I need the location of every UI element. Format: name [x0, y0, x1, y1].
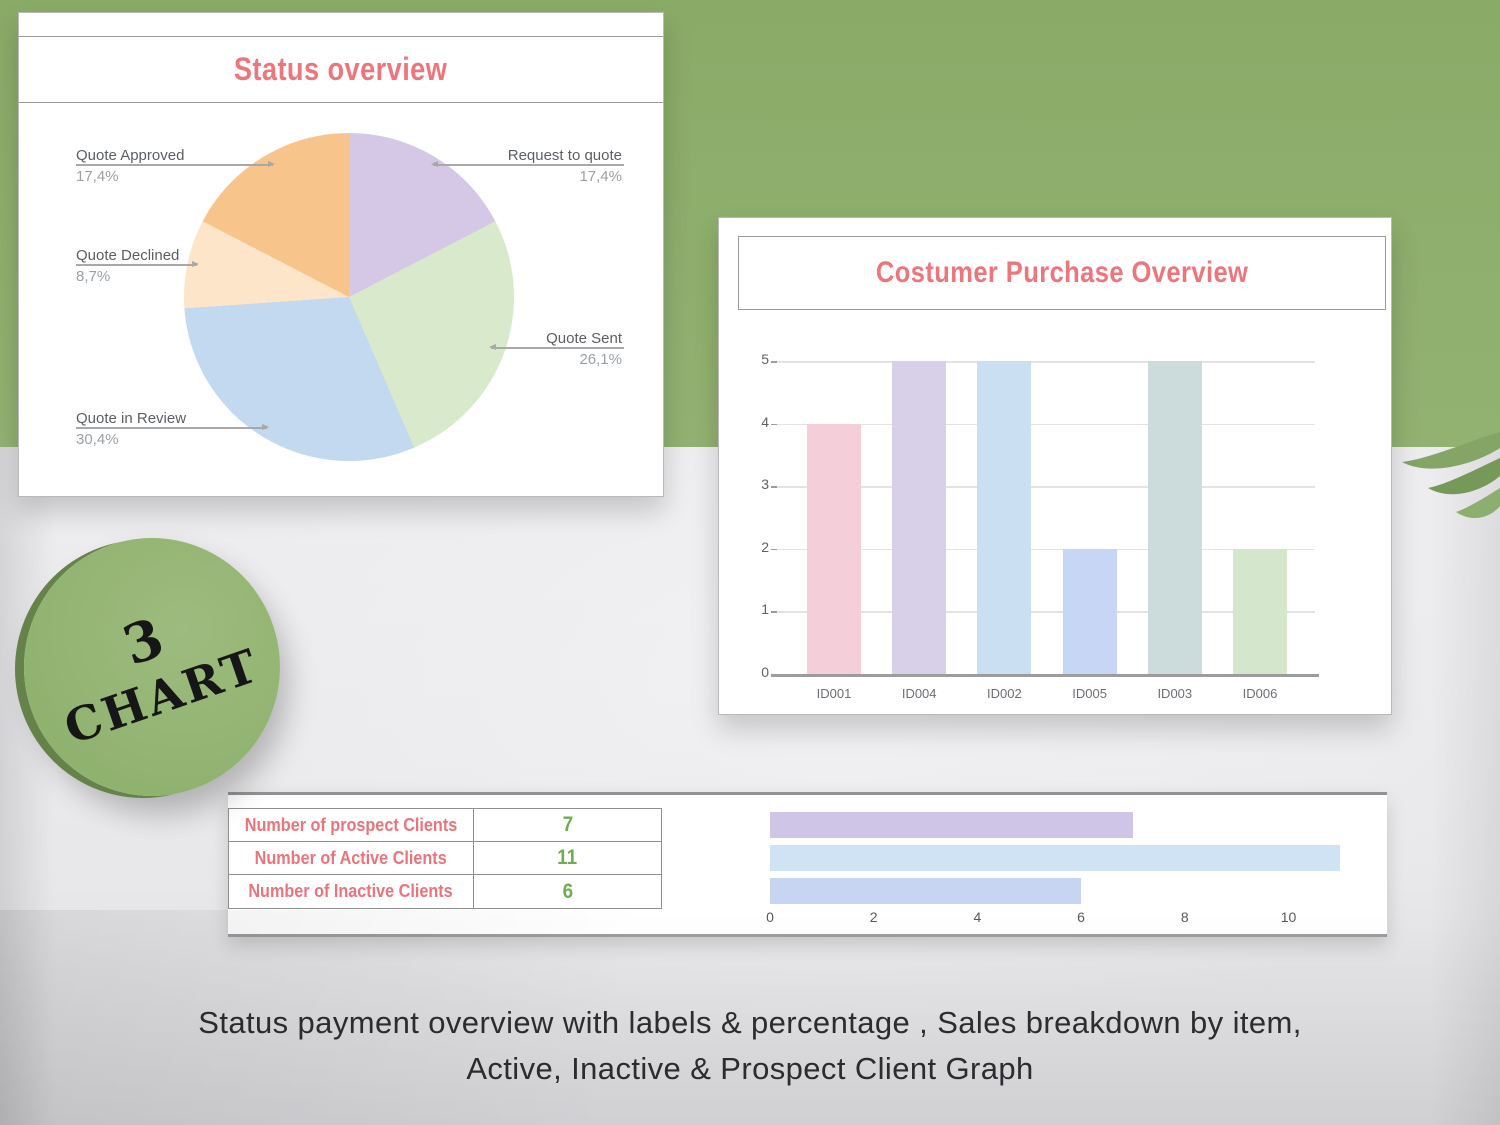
gridline — [777, 486, 1315, 488]
y-axis-tick — [771, 611, 777, 613]
bar — [770, 845, 1341, 871]
leader-line — [431, 161, 624, 167]
x-axis-label: ID003 — [1157, 686, 1193, 701]
gridline — [777, 548, 1315, 551]
x-axis-label: 4 — [973, 909, 981, 925]
pie-label-quote-sent: Quote Sent 26,1% — [546, 330, 622, 368]
pie-label-quote-approved: Quote Approved 17,4% — [76, 147, 184, 185]
table-value-cell: 6 — [474, 875, 661, 908]
bar — [770, 878, 1082, 904]
x-axis-line — [771, 674, 1319, 677]
bar — [1233, 548, 1287, 674]
row-value: 7 — [562, 813, 573, 836]
caption-line2: Active, Inactive & Prospect Client Graph — [0, 1046, 1500, 1092]
x-axis-label: 8 — [1181, 909, 1189, 925]
leader-line — [489, 344, 624, 350]
pie-label-pct: 30,4% — [76, 431, 119, 448]
pie-label-request-to-quote: Request to quote 17,4% — [508, 147, 622, 185]
x-axis-label: ID006 — [1242, 686, 1278, 701]
leader-line — [76, 161, 275, 167]
floor-shadow — [0, 910, 1500, 1125]
gridline — [777, 361, 1315, 363]
caption-line1: Status payment overview with labels & pe… — [0, 1000, 1500, 1046]
gridline — [777, 423, 1315, 426]
x-axis-label: 10 — [1281, 909, 1297, 925]
bar-chart-title-box: Costumer Purchase Overview — [738, 236, 1386, 310]
y-axis-label: 0 — [761, 664, 769, 680]
bar — [1062, 548, 1117, 674]
bar — [892, 361, 947, 674]
gridline — [777, 611, 1315, 613]
table-row: Number of Active Clients 11 — [229, 842, 661, 875]
table-label-cell: Number of Inactive Clients — [229, 875, 474, 908]
row-label: Number of Inactive Clients — [248, 881, 454, 901]
y-axis-tick — [771, 361, 777, 363]
table-label-cell: Number of prospect Clients — [229, 809, 474, 841]
pie-card-header: Status overview — [19, 37, 663, 103]
pie-label-pct: 8,7% — [76, 268, 111, 285]
bar-plot: 0 1 2 3 4 5 ID001 ID004 ID002 ID005 ID003 ID006 — [719, 218, 1391, 714]
client-summary-strip: Number of prospect Clients 7 Number of A… — [228, 792, 1387, 937]
y-axis-label: 1 — [761, 601, 769, 618]
x-axis-label: ID004 — [901, 686, 937, 701]
pie-label-text: Quote Declined — [76, 247, 180, 264]
row-value: 6 — [562, 879, 573, 903]
x-axis-label: 2 — [870, 909, 878, 925]
pie-label-pct: 17,4% — [579, 168, 622, 185]
x-axis-label: ID001 — [816, 686, 852, 701]
table-row: Number of prospect Clients 7 — [229, 809, 661, 842]
pie-label-pct: 26,1% — [579, 351, 622, 368]
pie-label-text: Quote in Review — [76, 410, 187, 427]
chart-count-badge: 3 CHART — [24, 538, 280, 796]
x-axis-label: 0 — [766, 909, 774, 925]
y-axis-tick — [771, 548, 777, 551]
x-axis-label: ID002 — [987, 686, 1022, 701]
table-label-cell: Number of Active Clients — [229, 842, 474, 874]
pie-label-quote-in-review: Quote in Review 30,4% — [76, 410, 186, 448]
leader-line — [76, 261, 199, 267]
bar — [977, 361, 1032, 674]
pie-label-text: Quote Sent — [546, 330, 622, 347]
pie-chart-area: Request to quote 17,4% Quote Sent 26,1% … — [19, 103, 663, 495]
x-axis-label: ID005 — [1072, 686, 1107, 701]
pie-chart-card: Status overview Request to quote 17,4% Q… — [18, 12, 664, 497]
row-value: 11 — [557, 846, 578, 869]
y-axis-label: 4 — [761, 413, 769, 430]
y-axis-label: 3 — [761, 476, 769, 493]
y-axis-tick — [771, 423, 777, 426]
badge-text: 3 CHART — [0, 503, 315, 830]
pie-label-quote-declined: Quote Declined 8,7% — [76, 247, 179, 285]
bar — [807, 423, 861, 674]
caption: Status payment overview with labels & pe… — [0, 1000, 1500, 1092]
bar — [770, 812, 1133, 838]
bar-chart-title: Costumer Purchase Overview — [875, 256, 1249, 289]
pie-card-top-strip — [19, 13, 663, 37]
table-value-cell: 7 — [474, 809, 661, 841]
client-count-table: Number of prospect Clients 7 Number of A… — [228, 808, 662, 909]
badge-number: 3 — [115, 605, 172, 678]
y-axis-tick — [771, 486, 777, 488]
leader-line — [76, 424, 269, 430]
table-value-cell: 11 — [474, 842, 661, 874]
row-label: Number of prospect Clients — [244, 814, 458, 835]
table-row: Number of Inactive Clients 6 — [229, 875, 661, 908]
x-axis-label: 6 — [1077, 909, 1085, 925]
row-label: Number of Active Clients — [254, 847, 448, 868]
horizontal-bar-plot: 0 2 4 6 8 10 — [766, 795, 1387, 934]
pie-chart-title: Status overview — [234, 51, 448, 87]
leaf-decoration — [1402, 432, 1500, 519]
y-axis-label: 5 — [761, 351, 769, 367]
pie-label-text: Quote Approved — [76, 147, 185, 164]
pie-label-text: Request to quote — [507, 147, 622, 164]
y-axis-label: 2 — [761, 538, 769, 555]
pie-label-pct: 17,4% — [76, 168, 119, 185]
pie-disc — [184, 133, 514, 461]
bar-chart-card: Costumer Purchase Overview 0 1 2 3 4 5 ID001 ID… — [718, 217, 1392, 715]
bar — [1147, 361, 1202, 674]
